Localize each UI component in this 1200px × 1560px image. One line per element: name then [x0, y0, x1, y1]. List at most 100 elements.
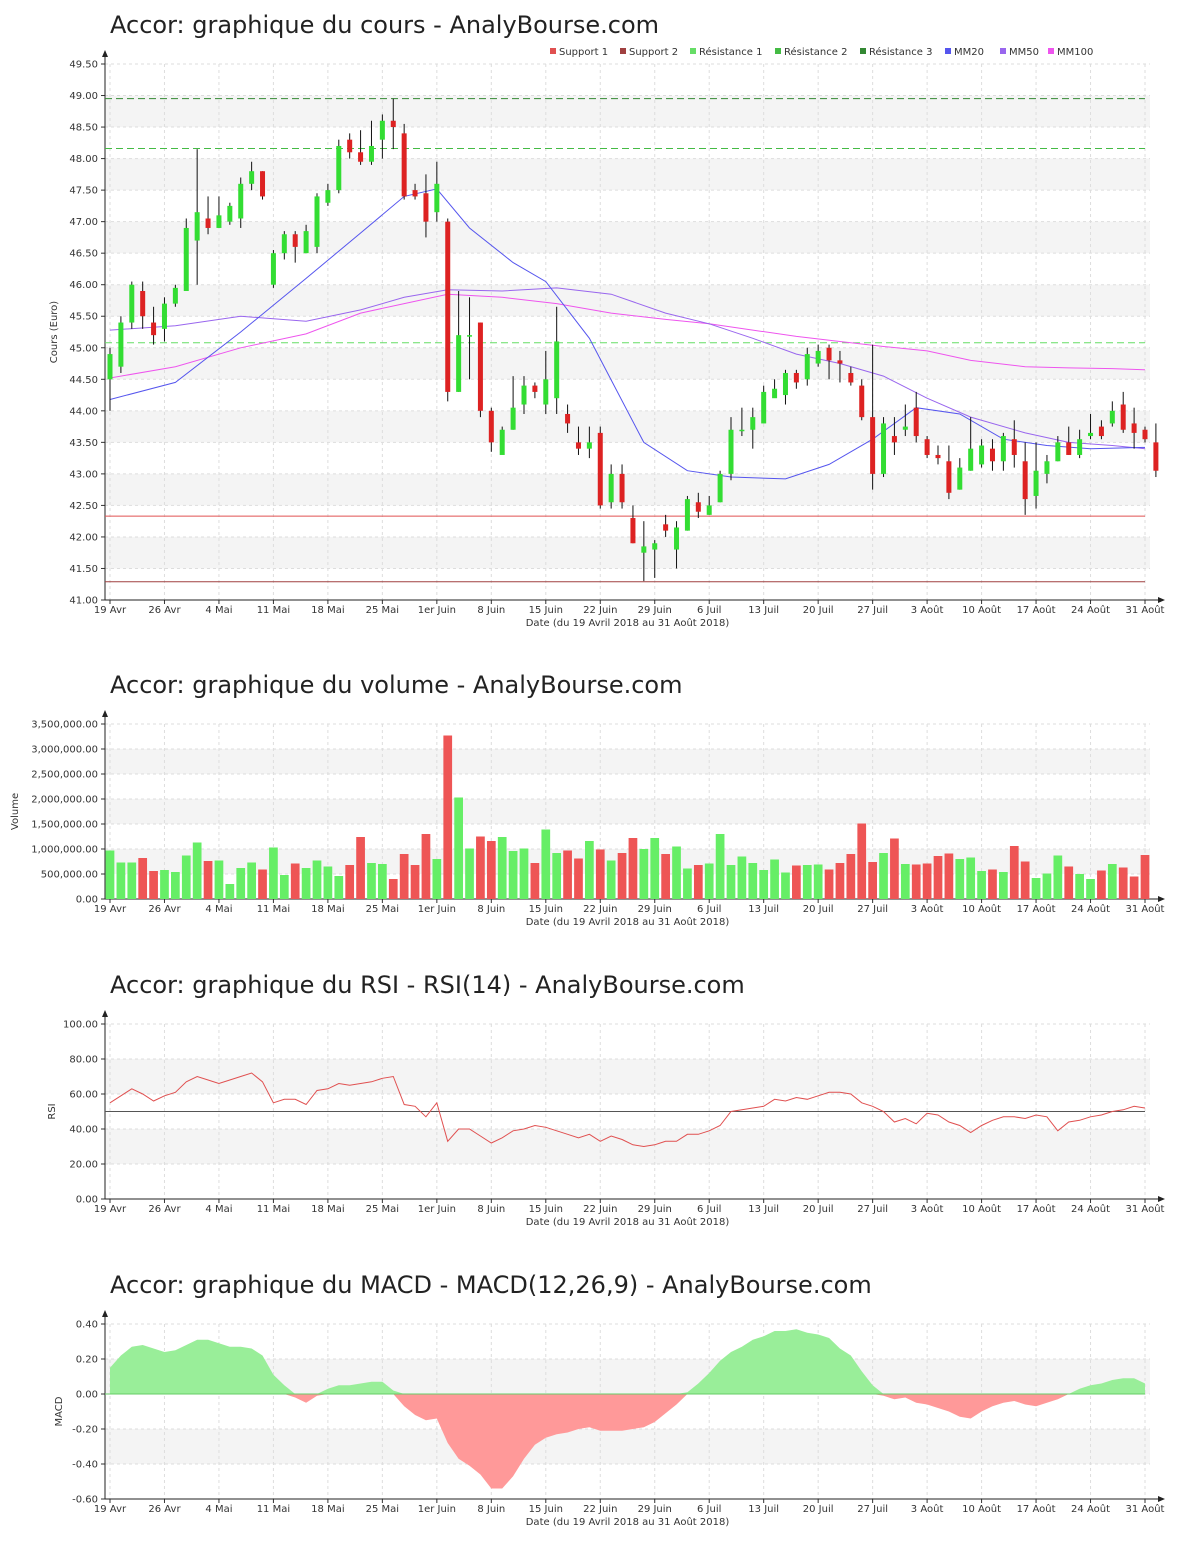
candle-body	[151, 322, 157, 336]
candle-body	[161, 303, 167, 329]
volume-bar	[977, 871, 986, 899]
volume-bar	[214, 860, 224, 899]
x-tick-label: 15 Juin	[529, 1504, 563, 1515]
x-tick-label: 31 Août	[1126, 1503, 1165, 1515]
candle-body	[826, 347, 832, 361]
volume-bar	[563, 850, 572, 899]
y-tick-label: 42.50	[69, 501, 98, 512]
legend-label: Résistance 2	[784, 46, 847, 58]
x-tick-label: 8 Juin	[477, 1204, 505, 1215]
legend-label: MM100	[1057, 47, 1093, 58]
y-tick-label: 0.00	[76, 1195, 98, 1206]
x-tick-label: 11 Mai	[257, 904, 290, 915]
x-tick-label: 22 Juin	[583, 1504, 617, 1515]
candle-body	[728, 429, 734, 474]
x-tick-label: 17 Août	[1017, 1203, 1056, 1215]
x-tick-label: 31 Août	[1126, 1203, 1165, 1215]
grid-band	[105, 1059, 1150, 1094]
candle-body	[848, 372, 854, 383]
y-axis-arrow	[102, 50, 108, 57]
volume-bar	[955, 859, 965, 899]
volume-bar	[269, 847, 278, 899]
volume-bar	[595, 849, 605, 899]
grid-band	[105, 849, 1150, 874]
candle-body	[793, 372, 799, 383]
x-axis-title: Date (du 19 Avril 2018 au 31 Août 2018)	[526, 617, 730, 629]
candle-body	[488, 410, 494, 443]
y-tick-label: 43.00	[69, 469, 98, 480]
grid-band	[105, 799, 1150, 824]
candle-body	[717, 473, 723, 503]
x-tick-label: 31 Août	[1126, 903, 1165, 915]
x-tick-label: 29 Juin	[638, 1204, 672, 1215]
x-tick-label: 6 Juil	[697, 904, 721, 915]
y-tick-label: 47.50	[69, 186, 98, 197]
volume-bar	[715, 834, 725, 899]
candle-body	[499, 429, 505, 455]
candle-body	[554, 341, 560, 399]
volume-bar	[857, 823, 867, 899]
x-axis-arrow	[1158, 896, 1165, 902]
volume-bar	[508, 851, 518, 899]
x-tick-label: 29 Juin	[638, 605, 672, 616]
y-tick-label: 60.00	[69, 1090, 98, 1101]
volume-bar	[650, 838, 660, 899]
x-tick-label: 4 Mai	[205, 904, 232, 915]
y-tick-label: 500,000.00	[41, 870, 98, 881]
volume-bar	[181, 855, 191, 899]
grid-band	[105, 347, 1150, 380]
x-tick-label: 4 Mai	[205, 1204, 232, 1215]
chart-title: Accor: graphique du volume - AnalyBourse…	[110, 671, 682, 699]
legend-swatch	[1048, 48, 1054, 54]
volume-bar	[399, 854, 409, 899]
volume-bar	[454, 797, 463, 899]
candle-body	[183, 227, 189, 292]
x-tick-label: 3 Août	[911, 1503, 944, 1515]
x-tick-label: 25 Mai	[366, 1204, 399, 1215]
volume-bar	[1107, 864, 1117, 899]
volume-bar	[476, 836, 485, 899]
y-tick-label: 43.50	[69, 438, 98, 449]
y-axis-arrow	[102, 1310, 108, 1317]
x-tick-label: 27 Juil	[857, 904, 888, 915]
volume-bar	[802, 865, 812, 899]
grid-band	[105, 749, 1150, 774]
volume-bar	[759, 870, 769, 899]
volume-bar	[1129, 876, 1139, 899]
volume-bar	[116, 862, 126, 899]
y-tick-label: 46.50	[69, 249, 98, 260]
volume-bar	[1042, 873, 1052, 899]
x-tick-label: 25 Mai	[366, 605, 399, 616]
y-tick-label: 47.00	[69, 217, 98, 228]
volume-bar	[606, 860, 616, 899]
y-tick-label: 48.50	[69, 123, 98, 134]
volume-bar	[737, 856, 747, 899]
volume-bar	[192, 842, 202, 899]
x-tick-label: 19 Avr	[94, 1504, 127, 1515]
volume-bar	[388, 879, 398, 899]
candle-body	[260, 171, 266, 197]
y-tick-label: 45.00	[69, 343, 98, 354]
volume-bar	[1020, 861, 1030, 899]
y-tick-label: -0.20	[72, 1425, 98, 1436]
y-axis-arrow	[102, 710, 108, 717]
macd-negative-area	[110, 1394, 1145, 1489]
volume-bar	[693, 865, 703, 899]
chart-title: Accor: graphique du RSI - RSI(14) - Anal…	[110, 971, 745, 999]
y-tick-label: 1,500,000.00	[31, 820, 98, 831]
candle-body	[129, 284, 135, 323]
x-tick-label: 13 Juil	[748, 605, 779, 616]
grid-band	[105, 158, 1150, 191]
candle-body	[401, 133, 407, 197]
volume-bar	[988, 869, 997, 899]
candle-body	[292, 234, 298, 247]
volume-bar	[465, 848, 474, 899]
x-tick-label: 20 Juil	[803, 1504, 834, 1515]
candle-body	[1066, 442, 1072, 455]
candle-body	[1033, 470, 1039, 496]
x-tick-label: 19 Avr	[94, 904, 127, 915]
y-tick-label: 46.00	[69, 280, 98, 291]
y-axis-title: Volume	[10, 793, 21, 830]
candle-body	[663, 524, 669, 531]
candle-body	[368, 145, 374, 162]
